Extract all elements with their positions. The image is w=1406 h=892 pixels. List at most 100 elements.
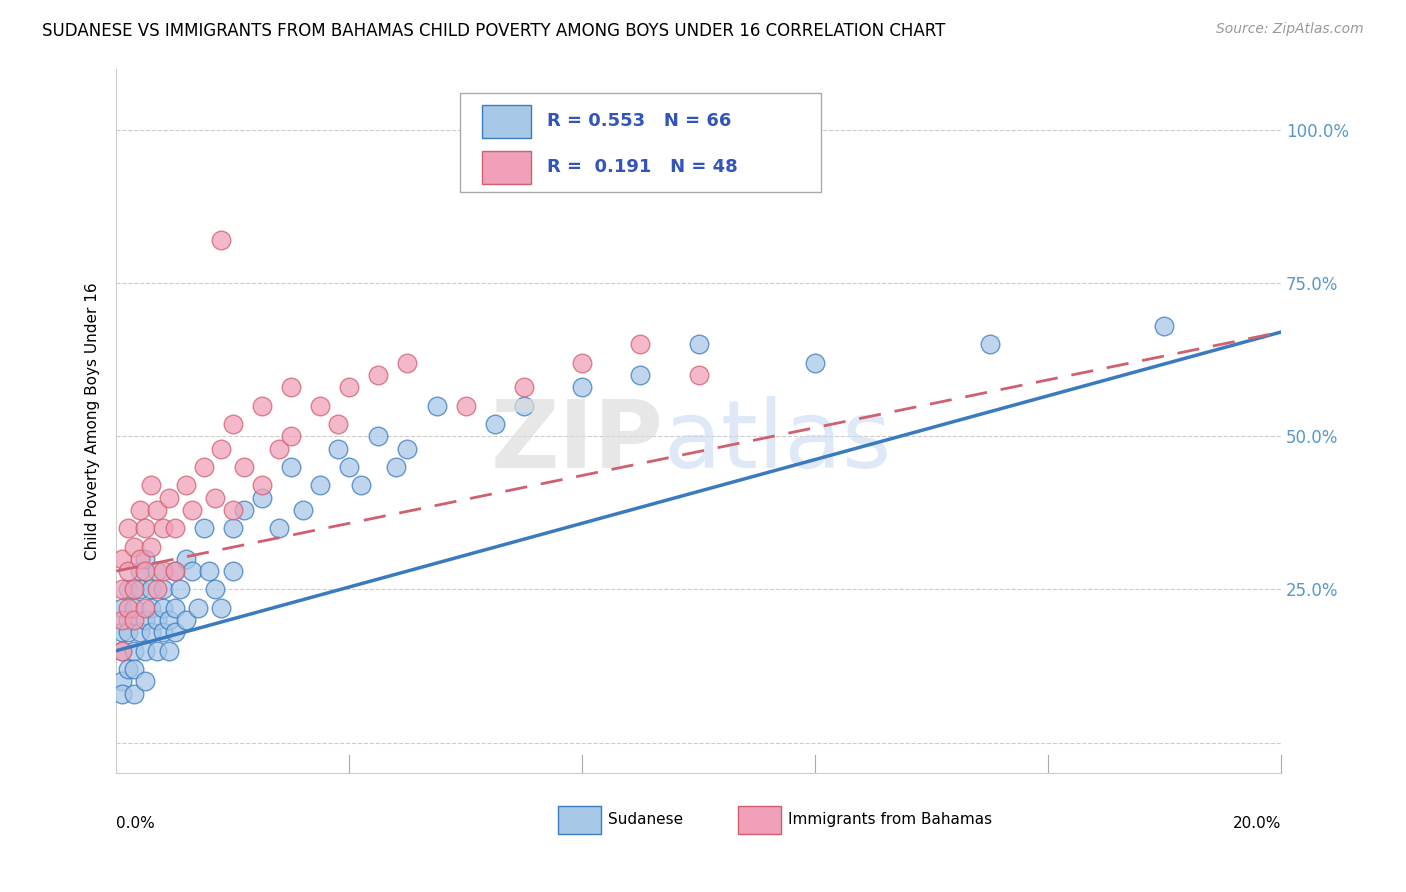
Point: [454, 399, 477, 413]
Point: [141, 600, 163, 615]
Point: [122, 644, 145, 658]
Point: [367, 429, 389, 443]
Point: [484, 417, 506, 431]
Point: [134, 564, 156, 578]
Point: [571, 356, 593, 370]
Point: [233, 459, 256, 474]
Point: [269, 442, 291, 456]
Point: [688, 337, 710, 351]
Point: [117, 662, 139, 676]
Point: [396, 356, 419, 370]
Point: [146, 613, 169, 627]
Point: [222, 503, 245, 517]
Point: [233, 503, 256, 517]
Point: [117, 600, 139, 615]
Point: [141, 540, 163, 554]
Point: [128, 625, 150, 640]
Point: [111, 551, 134, 566]
Point: [337, 380, 360, 394]
Point: [309, 399, 332, 413]
Point: [128, 551, 150, 566]
Point: [187, 600, 209, 615]
Point: [571, 380, 593, 394]
Point: [134, 521, 156, 535]
Text: R =  0.191   N = 48: R = 0.191 N = 48: [547, 158, 738, 177]
Point: [122, 687, 145, 701]
Y-axis label: Child Poverty Among Boys Under 16: Child Poverty Among Boys Under 16: [86, 282, 100, 560]
Point: [181, 503, 204, 517]
Point: [280, 459, 302, 474]
Point: [146, 582, 169, 597]
Point: [193, 521, 215, 535]
Point: [250, 491, 273, 505]
Point: [163, 521, 186, 535]
Point: [628, 337, 651, 351]
Text: Immigrants from Bahamas: Immigrants from Bahamas: [789, 813, 993, 828]
Point: [117, 625, 139, 640]
Point: [141, 582, 163, 597]
Point: [350, 478, 373, 492]
Point: [425, 399, 447, 413]
Point: [134, 644, 156, 658]
Point: [396, 442, 419, 456]
Point: [198, 564, 221, 578]
Point: [146, 644, 169, 658]
Point: [1153, 318, 1175, 333]
Point: [134, 613, 156, 627]
Point: [128, 582, 150, 597]
Point: [111, 687, 134, 701]
FancyBboxPatch shape: [558, 805, 600, 834]
Text: R = 0.553   N = 66: R = 0.553 N = 66: [547, 112, 731, 130]
Point: [280, 429, 302, 443]
Point: [157, 491, 180, 505]
Point: [250, 399, 273, 413]
Point: [513, 380, 536, 394]
Point: [134, 600, 156, 615]
Point: [111, 644, 134, 658]
Point: [111, 644, 134, 658]
Text: atlas: atlas: [664, 396, 891, 488]
FancyBboxPatch shape: [482, 105, 531, 138]
Point: [134, 551, 156, 566]
Point: [367, 368, 389, 382]
Point: [209, 233, 232, 247]
Point: [157, 644, 180, 658]
Point: [269, 521, 291, 535]
Point: [146, 503, 169, 517]
Point: [152, 600, 174, 615]
Point: [326, 442, 349, 456]
Point: [122, 540, 145, 554]
Point: [163, 625, 186, 640]
Point: [122, 662, 145, 676]
Point: [152, 564, 174, 578]
Point: [174, 613, 197, 627]
Point: [111, 582, 134, 597]
Point: [174, 551, 197, 566]
Text: ZIP: ZIP: [491, 396, 664, 488]
Point: [117, 582, 139, 597]
Point: [134, 674, 156, 689]
Point: [193, 459, 215, 474]
Point: [111, 600, 134, 615]
Point: [111, 625, 134, 640]
Point: [291, 503, 314, 517]
Point: [209, 442, 232, 456]
Point: [141, 625, 163, 640]
Point: [128, 503, 150, 517]
Point: [122, 613, 145, 627]
Point: [157, 613, 180, 627]
Point: [337, 459, 360, 474]
Point: [513, 399, 536, 413]
Point: [163, 564, 186, 578]
Point: [280, 380, 302, 394]
Point: [152, 521, 174, 535]
Point: [204, 491, 226, 505]
Text: 20.0%: 20.0%: [1233, 815, 1281, 830]
Point: [688, 368, 710, 382]
FancyBboxPatch shape: [738, 805, 782, 834]
Point: [250, 478, 273, 492]
Point: [111, 674, 134, 689]
FancyBboxPatch shape: [482, 151, 531, 184]
Point: [163, 600, 186, 615]
Text: SUDANESE VS IMMIGRANTS FROM BAHAMAS CHILD POVERTY AMONG BOYS UNDER 16 CORRELATIO: SUDANESE VS IMMIGRANTS FROM BAHAMAS CHIL…: [42, 22, 946, 40]
